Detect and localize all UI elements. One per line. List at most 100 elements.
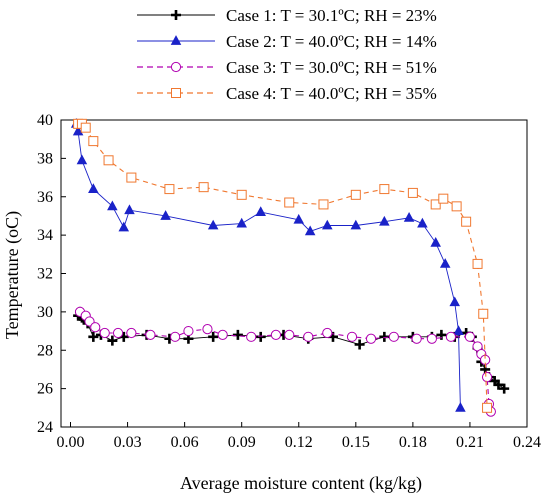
series-3-point: [284, 329, 295, 340]
series-4-point: [126, 172, 137, 183]
series-3-point: [346, 331, 358, 342]
series-3-point: [126, 327, 137, 339]
series-2-point: [439, 258, 451, 268]
series-2-point: [160, 210, 171, 220]
series-2-point: [107, 200, 118, 211]
series-1: [73, 306, 510, 394]
series-4-point: [164, 184, 175, 195]
series-3-point: [411, 333, 422, 344]
series-3-point: [99, 327, 110, 339]
series-1-point: [499, 383, 510, 394]
series-2-point: [236, 217, 247, 228]
series-2-point: [118, 221, 130, 232]
series-1-point: [255, 331, 266, 342]
series-3-point: [365, 333, 377, 344]
series-3-point: [170, 331, 181, 342]
series-1-point: [493, 379, 504, 390]
series-2-point: [350, 219, 362, 230]
y-tick-label: 26: [37, 381, 53, 398]
series-4-point: [350, 189, 361, 200]
legend-label: Case 2: T = 40.0ºC; RH = 14%: [226, 32, 437, 51]
series-4-point: [103, 155, 114, 166]
series-4-point: [451, 201, 462, 212]
x-tick-label: 0.24: [513, 434, 541, 451]
series-2-point: [207, 219, 219, 230]
series-4-point: [284, 197, 295, 208]
series-2-point: [379, 215, 390, 226]
series-2-point: [322, 219, 333, 230]
series-2-point: [304, 225, 316, 236]
series-2-point: [76, 154, 88, 165]
series-3-point: [388, 331, 399, 342]
series-3-point: [112, 327, 124, 339]
x-tick-label: 0.00: [57, 434, 85, 451]
series-2-point: [72, 125, 84, 136]
legend-label: Case 1: T = 30.1ºC; RH = 23%: [226, 6, 437, 25]
series-2-point: [88, 183, 99, 193]
series-2-point: [293, 213, 305, 224]
y-tick-label: 40: [37, 112, 53, 129]
series-3-point: [481, 372, 493, 383]
series-2-point: [255, 206, 266, 216]
series-3-point: [464, 331, 476, 342]
series-3-point: [270, 329, 282, 340]
series-4-point: [482, 402, 493, 413]
series-3-point: [303, 331, 314, 342]
series-4-point: [236, 189, 247, 200]
series-4-point: [478, 308, 489, 319]
x-axis-label: Average moisture content (kg/kg): [180, 473, 422, 494]
series-4-point: [461, 216, 472, 227]
series-4-point: [407, 187, 418, 198]
series-4-point: [318, 199, 329, 210]
series-2: [70, 117, 466, 412]
x-tick-label: 0.21: [456, 434, 484, 451]
plot-area: [60, 119, 528, 428]
y-tick-label: 38: [37, 150, 53, 167]
series-2-point: [453, 325, 464, 335]
series-3-line: [79, 311, 492, 412]
legend-entry-2: Case 2: T = 40.0ºC; RH = 14%: [137, 32, 437, 51]
y-tick-label: 30: [37, 304, 53, 321]
legend-label: Case 3: T = 30.0ºC; RH = 51%: [226, 58, 437, 77]
y-axis: 24 26 28 30 32 34 36 38 40: [37, 112, 66, 436]
series-1-point: [354, 339, 365, 350]
series-3-point: [246, 331, 257, 342]
x-tick-label: 0.18: [399, 434, 427, 451]
x-tick-label: 0.12: [285, 434, 313, 451]
series-3-point: [445, 331, 457, 342]
legend-swatch-marker: [171, 10, 181, 20]
series-2-point: [124, 204, 135, 215]
series-3: [74, 306, 496, 417]
series-3-point: [322, 327, 333, 339]
series-4-point: [438, 193, 449, 204]
series-3-point: [426, 333, 437, 344]
series-4-point: [430, 199, 441, 210]
series-2-point: [430, 236, 441, 247]
x-tick-label: 0.03: [114, 434, 142, 451]
series-3-point: [202, 324, 213, 335]
series-4-point: [80, 122, 91, 133]
series-3-point: [90, 322, 101, 333]
series-3-point: [217, 329, 228, 340]
series-4-point: [88, 136, 99, 147]
x-tick-label: 0.15: [342, 434, 370, 451]
series-3-point: [183, 325, 194, 337]
series-4-point: [472, 258, 483, 269]
series-2-point: [455, 401, 466, 412]
y-axis-label: Temperature (oC): [2, 211, 23, 339]
legend-swatch-marker: [170, 61, 182, 73]
y-tick-label: 36: [37, 189, 53, 206]
y-tick-label: 28: [37, 342, 53, 359]
plot-frame: [60, 119, 528, 428]
series-2-point: [449, 296, 460, 307]
legend-entry-1: Case 1: T = 30.1ºC; RH = 23%: [137, 6, 437, 25]
x-tick-label: 0.06: [171, 434, 199, 451]
series-1-point: [107, 335, 118, 346]
series-4: [73, 118, 493, 413]
series-2-point: [403, 212, 415, 222]
y-tick-label: 24: [37, 419, 53, 436]
series-1-point: [208, 331, 219, 342]
series-4-point: [198, 182, 209, 193]
y-tick-label: 32: [37, 266, 53, 283]
